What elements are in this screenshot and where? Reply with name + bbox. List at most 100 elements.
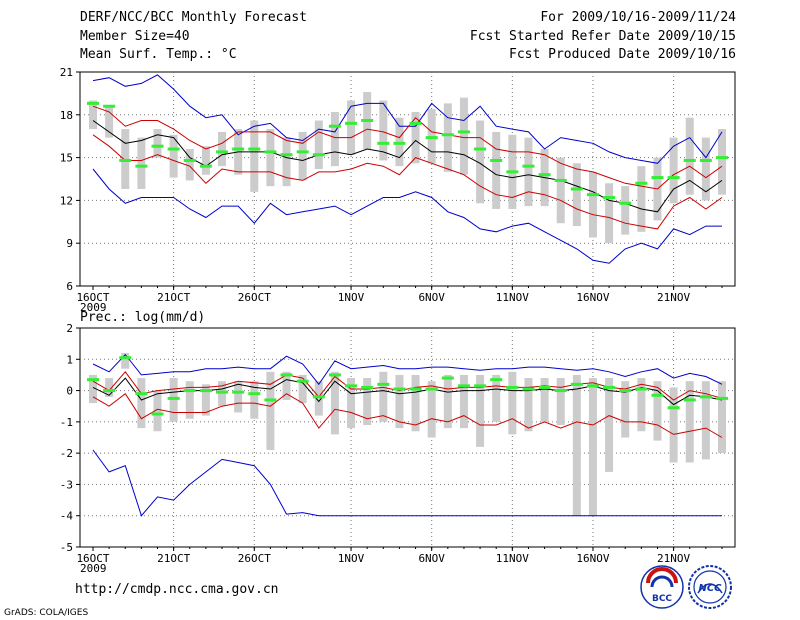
median-marker	[103, 389, 116, 393]
y-tick-label: 0	[66, 385, 73, 398]
median-marker	[586, 384, 599, 388]
median-marker	[312, 395, 325, 399]
median-marker	[361, 385, 374, 389]
spread-box	[701, 381, 710, 460]
median-marker	[135, 164, 148, 168]
median-marker	[603, 385, 616, 389]
spread-box	[282, 371, 291, 400]
spread-box	[637, 166, 646, 232]
ncc-logo-text: NCC	[698, 583, 722, 594]
median-marker	[377, 141, 390, 145]
median-marker	[361, 119, 374, 123]
median-marker	[538, 173, 551, 177]
spread-box	[169, 134, 178, 178]
median-marker	[296, 379, 309, 383]
spread-box	[508, 371, 517, 435]
median-marker	[280, 373, 293, 377]
x-tick-label: 26OCT	[238, 291, 271, 304]
median-marker	[716, 156, 728, 160]
median-marker	[393, 387, 406, 391]
median-marker	[328, 373, 341, 377]
median-marker	[135, 392, 148, 396]
spread-box	[347, 100, 356, 155]
x-year-label: 2009	[80, 562, 107, 575]
spread-box	[105, 378, 114, 397]
median-marker	[635, 181, 648, 185]
median-marker	[457, 130, 470, 134]
median-marker	[87, 378, 99, 382]
median-marker	[619, 389, 632, 393]
median-marker	[216, 390, 229, 394]
median-marker	[345, 121, 358, 125]
member-size-label: Member Size=40	[80, 29, 190, 44]
median-marker	[603, 196, 616, 200]
spread-box	[669, 137, 678, 204]
median-marker	[393, 141, 406, 145]
median-marker	[441, 376, 454, 380]
upper-spread-line	[92, 105, 723, 190]
spread-box	[347, 378, 356, 429]
median-marker	[619, 201, 632, 205]
x-tick-label: 16OCT	[76, 552, 109, 565]
spread-box	[363, 378, 372, 425]
spread-box	[701, 137, 710, 201]
median-marker	[635, 387, 648, 391]
lower-spread-line	[92, 392, 723, 438]
spread-box	[218, 131, 227, 167]
spread-box	[492, 374, 501, 422]
median-marker	[199, 389, 212, 393]
spread-box	[605, 183, 614, 244]
median-marker	[183, 389, 196, 393]
spread-box	[443, 103, 452, 172]
median-marker	[151, 412, 164, 416]
fcst-produced-date: Fcst Produced Date 2009/10/16	[509, 47, 736, 62]
spread-box	[201, 384, 210, 416]
median-marker	[264, 150, 277, 154]
spread-box	[89, 374, 97, 404]
source-url[interactable]: http://cmdp.ncc.cma.gov.cn	[75, 582, 279, 597]
median-marker	[296, 150, 309, 154]
spread-box	[330, 371, 339, 435]
spread-box	[476, 120, 485, 204]
spread-box	[492, 131, 501, 209]
y-tick-label: 6	[66, 280, 73, 293]
x-tick-label: 6NOV	[418, 291, 445, 304]
max-line	[92, 74, 723, 164]
median-marker	[328, 124, 341, 128]
median-marker	[409, 387, 422, 391]
median-marker	[167, 147, 180, 151]
spread-box	[621, 186, 630, 235]
median-marker	[651, 176, 664, 180]
upper-spread-line	[92, 370, 723, 401]
median-marker	[522, 387, 535, 391]
spread-box	[298, 131, 307, 181]
spread-box	[540, 378, 549, 422]
spread-box	[218, 381, 227, 407]
spread-box	[137, 378, 146, 429]
median-marker	[699, 395, 712, 399]
y-tick-label: -5	[60, 541, 73, 554]
fcst-started-date: Fcst Started Refer Date 2009/10/15	[469, 29, 736, 44]
median-marker	[119, 158, 132, 162]
median-marker	[699, 158, 712, 162]
x-tick-label: 6NOV	[418, 552, 445, 565]
spread-box	[153, 390, 162, 432]
ensemble-mean-line	[92, 120, 723, 213]
spread-box	[621, 381, 630, 438]
spread-box	[395, 374, 404, 429]
min-line	[92, 449, 722, 517]
grads-credit: GrADS: COLA/IGES	[4, 608, 89, 618]
spread-box	[314, 381, 323, 416]
x-tick-label: 1NOV	[338, 291, 365, 304]
y-tick-label: 1	[66, 353, 73, 366]
spread-box	[121, 353, 130, 369]
median-marker	[248, 392, 261, 396]
spread-box	[653, 381, 662, 441]
spread-box	[250, 120, 259, 192]
median-marker	[586, 193, 599, 197]
variable-label: Mean Surf. Temp.: °C	[80, 47, 237, 62]
median-marker	[490, 158, 503, 162]
spread-box	[234, 381, 243, 413]
